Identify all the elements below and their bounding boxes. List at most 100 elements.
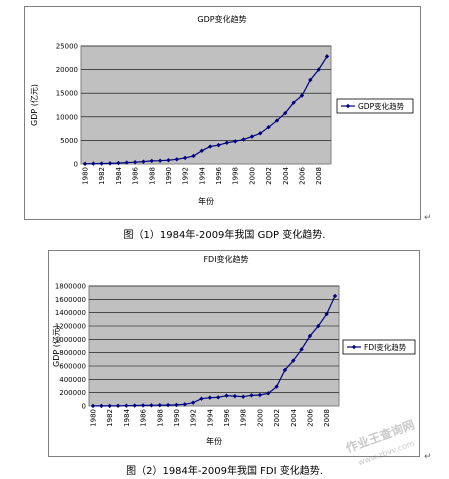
fdi-caption: 图（2）1984年-2009年我国 FDI 变化趋势.	[126, 466, 323, 477]
fdi-xtick-label: 1990	[173, 409, 181, 427]
fdi-xtick-label: 1994	[206, 408, 214, 426]
gdp-xtick-label: 1988	[148, 167, 156, 185]
gdp-data-point	[157, 158, 163, 163]
gdp-data-point	[241, 137, 246, 142]
fdi-data-point	[215, 395, 221, 400]
gdp-data-point	[258, 131, 263, 136]
gdp-data-point	[324, 54, 330, 59]
gdp-data-point	[249, 134, 255, 139]
gdp-xtick-label: 1990	[165, 167, 173, 185]
fdi-data-point	[299, 347, 304, 352]
gdp-ytick-label: 0	[74, 161, 78, 169]
fdi-ytick-label: 600000	[59, 363, 86, 371]
gdp-data-point	[182, 155, 188, 161]
fdi-data-point	[291, 358, 296, 363]
gdp-xtick-label: 2008	[315, 167, 323, 185]
fdi-data-point	[257, 392, 263, 398]
fdi-xtick-label: 1996	[223, 408, 231, 426]
fdi-ytick-label: 200000	[59, 389, 86, 397]
gdp-legend-marker	[345, 103, 351, 109]
gdp-xtick-label: 1992	[182, 167, 190, 185]
gdp-data-point	[191, 153, 196, 159]
fdi-chart: FDI变化趋势 0 200000 400000 600000 800000 1000000 1…	[51, 254, 416, 446]
gdp-data-point	[107, 161, 113, 166]
fdi-ytick-label: 1800000	[55, 283, 86, 291]
fdi-xtick-label: 2006	[306, 408, 314, 426]
fdi-xtick-label: 1986	[140, 408, 148, 426]
gdp-data-point	[199, 148, 205, 153]
gdp-plot-area	[80, 45, 332, 165]
fdi-data-point	[307, 333, 313, 339]
fdi-data-point	[224, 393, 229, 398]
gdp-xtick-label: 2004	[282, 166, 290, 184]
gdp-title: GDP变化趋势	[197, 14, 246, 24]
gdp-ylabel: GDP (亿元)	[29, 84, 39, 126]
gdp-xtick-label: 2000	[248, 167, 256, 185]
gdp-data-point	[82, 161, 88, 166]
fdi-legend-marker	[351, 344, 357, 350]
fdi-xtick-label: 2008	[323, 409, 331, 427]
fdi-title: FDI变化趋势	[203, 254, 248, 264]
fdi-xtick-label: 1988	[156, 409, 164, 427]
gdp-xtick-label: 1998	[232, 167, 240, 185]
fdi-xtick-label: 2004	[290, 408, 298, 426]
gdp-ytick-label: 20000	[56, 66, 78, 74]
gdp-xtick-label: 1982	[98, 167, 106, 185]
gdp-data-point	[149, 158, 154, 164]
gdp-legend-label: GDP变化趋势	[358, 101, 405, 111]
gdp-data-point	[99, 161, 104, 166]
fdi-data-point	[199, 396, 204, 401]
fdi-data-point	[207, 395, 213, 400]
fdi-data-point	[316, 323, 321, 329]
gdp-xtick-label: 1994	[198, 166, 206, 184]
fdi-chart-frame: FDI变化趋势 0 200000 400000 600000 800000 1000000 1…	[48, 250, 420, 457]
gdp-data-point	[166, 158, 171, 163]
fdi-data-point	[132, 403, 137, 408]
gdp-data-point	[124, 160, 129, 165]
fdi-xtick-label: 2000	[256, 409, 264, 427]
gdp-data-point	[274, 118, 280, 123]
gdp-xlabel: 年份	[198, 196, 214, 206]
fdi-data-point	[157, 403, 162, 408]
fdi-data-point	[266, 391, 271, 396]
fdi-data-point	[99, 403, 104, 409]
fdi-ytick-label: 400000	[59, 376, 86, 384]
gdp-data-point	[233, 139, 238, 144]
fdi-ylabel: GDP (亿元)	[51, 325, 61, 367]
paragraph-mark-2: ↵	[424, 452, 432, 462]
gdp-ytick-label: 5000	[60, 137, 78, 145]
fdi-ytick-label: 0	[82, 403, 86, 411]
fdi-legend-box	[342, 339, 416, 355]
fdi-data-point	[324, 311, 329, 317]
fdi-data-point	[124, 403, 129, 408]
gdp-data-point	[216, 142, 221, 148]
gdp-ytick-label: 10000	[56, 113, 78, 121]
gdp-xtick-label: 1980	[82, 167, 90, 185]
fdi-data-point	[90, 403, 96, 409]
fdi-legend-label: FDI变化趋势	[364, 342, 407, 352]
gdp-chart-frame: GDP变化趋势 0 5000 10000 15000 20000 25000 1980 1982…	[24, 6, 421, 220]
fdi-ytick-label: 1000000	[55, 336, 86, 344]
fdi-xtick-label: 1998	[240, 409, 248, 427]
gdp-data-point	[116, 160, 121, 166]
fdi-ytick-label: 1200000	[55, 323, 86, 331]
fdi-plot-area	[88, 285, 340, 407]
fdi-data-point	[182, 402, 187, 407]
gdp-data-point	[141, 159, 146, 164]
fdi-xtick-label: 1992	[190, 409, 198, 427]
fdi-data-point	[241, 394, 246, 399]
fdi-data-point	[140, 403, 146, 408]
gdp-data-point	[299, 93, 305, 98]
fdi-ytick-label: 1400000	[55, 309, 86, 317]
gdp-chart: GDP变化趋势 0 5000 10000 15000 20000 25000 1980 1982…	[29, 14, 414, 206]
fdi-data-point	[332, 293, 338, 299]
fdi-ytick-label: 800000	[59, 349, 86, 357]
fdi-data-point	[282, 367, 288, 373]
gdp-xtick-label: 2002	[265, 167, 273, 185]
gdp-ytick-label: 15000	[56, 90, 78, 98]
gdp-data-point	[308, 77, 313, 83]
gdp-data-point	[316, 67, 321, 72]
gdp-xtick-label: 1996	[215, 166, 223, 184]
fdi-data-point	[115, 403, 121, 408]
fdi-data-point	[249, 393, 254, 398]
